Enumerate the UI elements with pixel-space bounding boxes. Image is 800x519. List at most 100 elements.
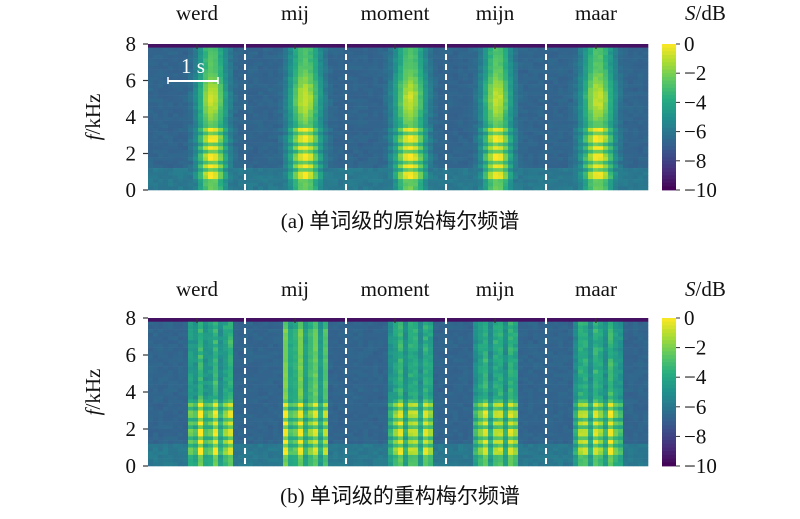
heatmap-cell <box>483 113 488 117</box>
heatmap-cell <box>153 117 158 121</box>
heatmap-cell <box>168 55 173 59</box>
heatmap-cell <box>353 77 358 81</box>
heatmap-cell <box>383 81 388 85</box>
heatmap-cell <box>618 117 623 121</box>
heatmap-cell <box>258 139 263 143</box>
y-tick-label: 2 <box>126 142 137 166</box>
heatmap-cell <box>303 143 308 147</box>
heatmap-cell <box>233 44 238 48</box>
heatmap-cell <box>563 62 568 66</box>
heatmap-cell <box>553 81 558 85</box>
heatmap-cell <box>503 124 508 128</box>
heatmap-cell <box>283 161 288 165</box>
heatmap-cell <box>568 91 573 95</box>
heatmap-cell <box>158 348 163 352</box>
heatmap-cell <box>568 146 573 150</box>
heatmap-cell <box>213 59 218 63</box>
heatmap-cell <box>488 139 493 143</box>
heatmap-cell <box>493 110 498 114</box>
heatmap-cell <box>178 429 183 433</box>
heatmap-cell <box>553 44 558 48</box>
heatmap-cell <box>453 132 458 136</box>
heatmap-cell <box>573 62 578 66</box>
heatmap-cell <box>283 77 288 81</box>
heatmap-cell <box>193 157 198 161</box>
heatmap-cell <box>538 128 543 132</box>
heatmap-cell <box>603 168 608 172</box>
heatmap-cell <box>173 73 178 77</box>
heatmap-cell <box>588 157 593 161</box>
heatmap-cell <box>473 55 478 59</box>
heatmap-cell <box>403 183 408 187</box>
heatmap-cell <box>413 175 418 179</box>
heatmap-cell <box>218 451 223 455</box>
heatmap-cell <box>628 77 633 81</box>
heatmap-cell <box>153 448 158 452</box>
colorbar-swatch <box>662 154 676 158</box>
heatmap-cell <box>153 322 158 326</box>
heatmap-cell <box>193 396 198 400</box>
heatmap-cell <box>558 55 563 59</box>
heatmap-cell <box>513 157 518 161</box>
heatmap-cell <box>323 66 328 70</box>
heatmap-cell <box>183 381 188 385</box>
heatmap-cell <box>148 172 153 176</box>
heatmap-cell <box>373 135 378 139</box>
heatmap-cell <box>488 62 493 66</box>
heatmap-cell <box>403 81 408 85</box>
heatmap-cell <box>393 55 398 59</box>
heatmap-cell <box>153 113 158 117</box>
heatmap-cell <box>298 110 303 114</box>
heatmap-cell <box>408 51 413 55</box>
heatmap-cell <box>578 154 583 158</box>
heatmap-cell <box>293 135 298 139</box>
heatmap-cell <box>538 62 543 66</box>
heatmap-cell <box>363 150 368 154</box>
heatmap-cell <box>333 59 338 63</box>
heatmap-cell <box>378 183 383 187</box>
heatmap-cell <box>453 172 458 176</box>
heatmap-cell <box>523 51 528 55</box>
heatmap-cell <box>493 157 498 161</box>
heatmap-cell <box>158 436 163 440</box>
heatmap-cell <box>183 459 188 463</box>
heatmap-cell <box>203 448 208 452</box>
heatmap-cell <box>248 374 253 378</box>
heatmap-cell <box>433 106 438 110</box>
heatmap-cell <box>558 168 563 172</box>
heatmap-cell <box>213 351 218 355</box>
heatmap-cell <box>223 440 228 444</box>
heatmap-cell <box>328 91 333 95</box>
heatmap-cell <box>258 337 263 341</box>
heatmap-cell <box>228 84 233 88</box>
heatmap-cell <box>248 407 253 411</box>
heatmap-cell <box>148 396 153 400</box>
heatmap-cell <box>213 99 218 103</box>
heatmap-cell <box>223 396 228 400</box>
heatmap-cell <box>188 139 193 143</box>
heatmap-cell <box>153 164 158 168</box>
heatmap-cell <box>163 110 168 114</box>
heatmap-cell <box>493 164 498 168</box>
heatmap-cell <box>328 73 333 77</box>
heatmap-cell <box>538 106 543 110</box>
heatmap-cell <box>363 135 368 139</box>
heatmap-cell <box>348 95 353 99</box>
heatmap-cell <box>173 455 178 459</box>
heatmap-cell <box>248 121 253 125</box>
heatmap-cell <box>478 175 483 179</box>
heatmap-cell <box>418 168 423 172</box>
heatmap-cell <box>438 150 443 154</box>
heatmap-cell <box>243 344 248 348</box>
heatmap-cell <box>288 48 293 52</box>
heatmap-cell <box>353 143 358 147</box>
heatmap-cell <box>158 66 163 70</box>
heatmap-cell <box>448 106 453 110</box>
heatmap-cell <box>528 81 533 85</box>
colorbar-swatch <box>662 157 676 161</box>
colorbar-swatch <box>662 73 676 77</box>
heatmap-cell <box>528 154 533 158</box>
heatmap-cell <box>473 113 478 117</box>
heatmap-cell <box>213 51 218 55</box>
heatmap-cell <box>168 106 173 110</box>
